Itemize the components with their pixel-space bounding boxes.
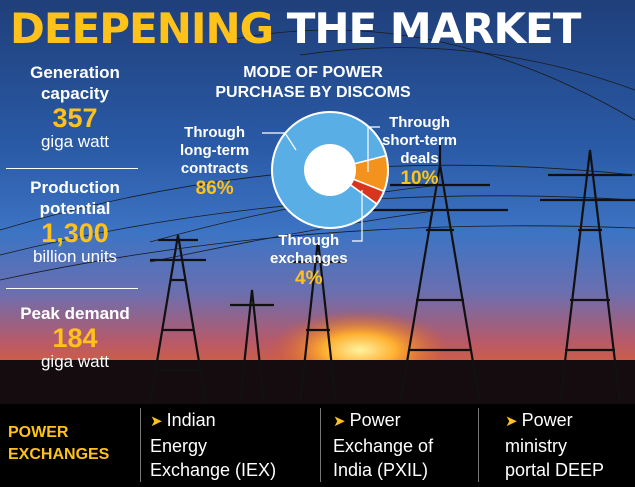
stat-generation-capacity: Generation capacity 357 giga watt bbox=[6, 62, 144, 151]
exchange-line: portal DEEP bbox=[505, 460, 605, 480]
exchange-line: Indian bbox=[166, 410, 216, 430]
callout-label: short-term bbox=[382, 132, 458, 149]
exchange-line: Power bbox=[349, 410, 401, 430]
stat-label: potential bbox=[39, 199, 111, 218]
exchanges-label-line2: EXCHANGES bbox=[8, 446, 110, 463]
stat-unit: billion units bbox=[32, 247, 118, 266]
exchange-line: Power bbox=[521, 410, 573, 430]
exchanges-separator bbox=[478, 408, 479, 482]
exchange-line: ministry bbox=[505, 436, 567, 456]
title-part2: THE MARKET bbox=[286, 4, 582, 53]
callout-label: Through bbox=[184, 124, 245, 141]
title-part1: DEEPENING bbox=[10, 4, 274, 53]
callout-label: deals bbox=[400, 150, 439, 167]
exchange-item-deep: ➤ Power ministry portal DEEP bbox=[505, 408, 604, 482]
callout-short-term: Through short-term deals 10% bbox=[382, 114, 457, 189]
chart-title-line2: PURCHASE BY DISCOMS bbox=[215, 84, 411, 101]
callout-label: Through bbox=[278, 232, 340, 249]
callout-value: 4% bbox=[295, 268, 323, 289]
exchanges-separator bbox=[320, 408, 321, 482]
arrow-right-icon: ➤ bbox=[150, 413, 163, 430]
callout-label: long-term bbox=[180, 142, 250, 159]
exchange-item-iex: ➤ Indian Energy Exchange (IEX) bbox=[150, 408, 276, 482]
page-title: DEEPENING THE MARKET bbox=[10, 4, 582, 54]
callout-value: 86% bbox=[195, 178, 234, 199]
callout-long-term: Through long-term contracts 86% bbox=[180, 124, 249, 199]
exchanges-separator bbox=[140, 408, 141, 482]
stat-unit: giga watt bbox=[40, 352, 110, 371]
exchange-line: Energy bbox=[150, 436, 208, 456]
stat-value: 1,300 bbox=[41, 218, 109, 248]
stat-label: Production bbox=[30, 178, 120, 197]
exchanges-label-line1: POWER bbox=[8, 424, 69, 441]
callout-label: Through bbox=[389, 114, 450, 131]
stat-production-potential: Production potential 1,300 billion units bbox=[6, 177, 144, 266]
stat-divider bbox=[6, 168, 138, 169]
stat-peak-demand: Peak demand 184 giga watt bbox=[6, 303, 144, 371]
exchange-line: Exchange (IEX) bbox=[150, 460, 277, 480]
donut-outer-ring bbox=[271, 111, 389, 229]
donut-hole bbox=[304, 144, 356, 196]
exchange-line: India (PXIL) bbox=[333, 460, 429, 480]
callout-exchanges: Through exchanges 4% bbox=[270, 232, 348, 289]
exchanges-label: POWER EXCHANGES bbox=[8, 422, 109, 466]
stat-value: 357 bbox=[52, 103, 98, 133]
callout-label: exchanges bbox=[270, 250, 348, 267]
chart-title: MODE OF POWER PURCHASE BY DISCOMS bbox=[198, 63, 428, 103]
stat-unit: giga watt bbox=[40, 132, 110, 151]
callout-label: contracts bbox=[180, 160, 249, 177]
stat-value: 184 bbox=[52, 323, 98, 353]
stat-label: capacity bbox=[40, 84, 110, 103]
exchange-item-pxil: ➤ Power Exchange of India (PXIL) bbox=[333, 408, 433, 482]
chart-title-line1: MODE OF POWER bbox=[243, 64, 383, 81]
donut-chart bbox=[271, 111, 389, 229]
pylon-scenery-illustration bbox=[0, 29, 635, 404]
exchange-line: Exchange of bbox=[333, 436, 434, 456]
arrow-right-icon: ➤ bbox=[333, 413, 346, 430]
stat-divider bbox=[6, 288, 138, 289]
callout-value: 10% bbox=[400, 168, 439, 189]
arrow-right-icon: ➤ bbox=[505, 413, 518, 430]
stat-label: Generation bbox=[30, 63, 120, 82]
stat-label: Peak demand bbox=[20, 304, 130, 323]
exchanges-band bbox=[0, 404, 635, 487]
